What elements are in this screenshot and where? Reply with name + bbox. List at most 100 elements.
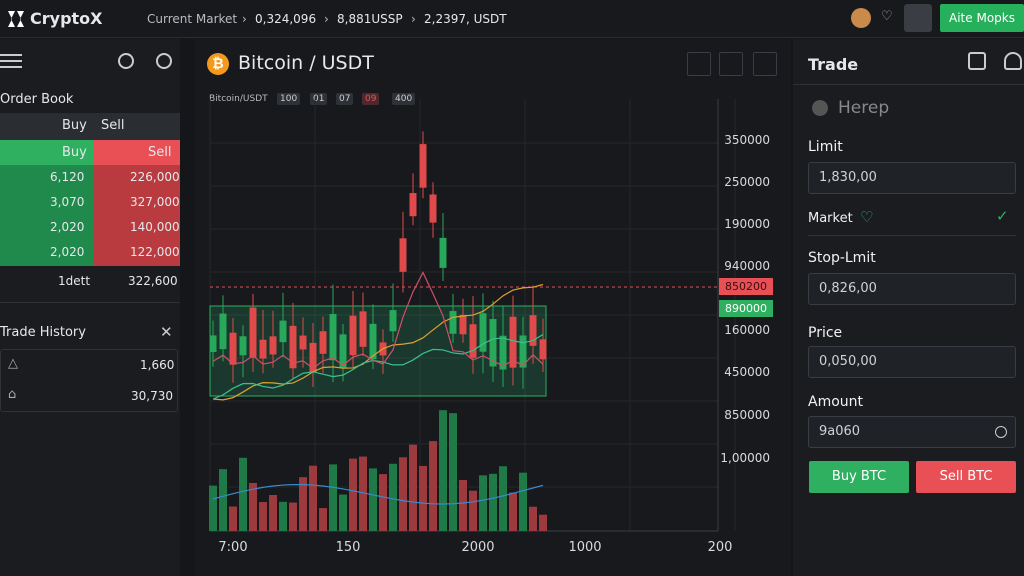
ticker: 8,881USSP [337,12,403,26]
price-tag-bg [719,300,773,317]
market-icon: ♡ [860,208,874,226]
btc-icon: ₿ [207,53,229,75]
icon[interactable] [118,53,134,69]
ask: 226,000 [130,170,180,184]
sell-header [93,140,180,165]
candle-body [219,313,227,350]
close-icon[interactable]: ✕ [160,323,173,341]
heart-icon[interactable]: ♡ [881,9,893,24]
trade-title: Trade [808,55,859,74]
interval[interactable]: 09 [362,93,380,105]
candle-body [439,237,447,268]
volume-bar [239,457,247,531]
user-button[interactable] [904,4,932,32]
price-tag: 890000 [725,302,767,315]
price-input[interactable]: 0,050,00 [808,346,1016,378]
search-input[interactable]: Herep [838,98,890,118]
volume-bar [329,464,337,531]
price-label: Price [808,325,843,341]
volume-bar [529,506,537,531]
tabs [0,113,180,140]
y-label: 250000 [724,175,770,189]
code-button[interactable] [719,52,743,76]
order-footer: 322,600 [128,274,178,288]
search-icon [812,100,828,116]
history-icon: △ [8,356,18,371]
max-icon[interactable] [995,426,1007,438]
ticker-sep: › [411,12,416,26]
volume-bar [509,492,517,531]
order-book-title: Order Book [0,92,74,107]
volume-bar [499,466,507,531]
column-header: Buy [62,145,87,160]
price-tag: 850200 [725,280,767,293]
search-button[interactable] [687,52,711,76]
interval[interactable]: 100 [277,93,301,105]
order-footer: 1dett [58,274,91,288]
ask: 122,000 [130,245,180,259]
volume-bar [519,472,527,531]
interval[interactable]: 07 [336,93,354,105]
buy-button[interactable]: Buy BTC [809,461,909,493]
x-label: 7:00 [218,540,247,555]
volume-bar [319,508,327,531]
user-icon[interactable] [1004,52,1022,70]
trade-panel [793,39,1024,576]
x-label: 2000 [461,540,494,555]
icon[interactable] [156,53,172,69]
history-box [0,349,178,412]
pair-label: Bitcoin/USDT [209,94,268,104]
candle-body [489,319,497,367]
volume-bar [449,413,457,531]
volume-bar [459,479,467,531]
stop-input[interactable]: 0,826,00 [808,273,1016,305]
column-header: Sell [148,145,172,160]
moving-average [212,484,544,505]
candle-body [329,313,337,361]
volume-bar [429,441,437,531]
interval[interactable]: 400 [392,93,416,105]
volume-bar [289,502,297,531]
bid: 2,020 [50,245,85,259]
moving-average [212,283,544,401]
menu-icon[interactable] [0,54,22,56]
candle-body [499,335,507,370]
ticker-sep: › [324,12,329,26]
volume-bar [409,444,417,531]
tab[interactable]: Buy [62,118,87,133]
amount-input[interactable]: 9a060 [808,416,1016,448]
history-value: 1,660 [140,358,175,372]
avatar[interactable] [851,8,871,28]
ticker: 0,324,096 [255,12,317,26]
candle-body [239,336,247,356]
tab[interactable]: Sell [101,118,125,133]
volume-bar [479,475,487,531]
volume-bar [309,465,317,531]
volume-bar [279,501,287,531]
moving-average [212,271,544,370]
volume-bar [419,465,427,531]
volume-bar [379,474,387,531]
y-label: 850000 [724,408,770,422]
volume-bar [229,506,237,531]
expand-button[interactable] [753,52,777,76]
bid: 3,070 [50,195,85,209]
sell-button[interactable]: Sell BTC [916,461,1016,493]
interval[interactable]: 01 [310,93,328,105]
limit-label: Limit [808,139,843,155]
header: CryptoX Current Market › 0,324,096 › 8,8… [0,0,1024,38]
x-label: 1000 [568,540,601,555]
chart-title: Bitcoin / USDT [238,52,374,74]
candle-body [409,193,417,217]
header-button[interactable]: Aite Mopks [940,4,1024,32]
volume-bar [369,468,377,531]
y-label: 160000 [724,323,770,337]
candle-body [209,335,217,353]
limit-input[interactable]: 1,830,00 [808,162,1016,194]
history-value: 30,730 [131,389,173,403]
candle-body [319,331,327,354]
chat-icon[interactable] [968,52,986,70]
market-label[interactable]: Market [808,211,853,226]
candle-body [289,325,297,369]
amount-label: Amount [808,394,864,410]
